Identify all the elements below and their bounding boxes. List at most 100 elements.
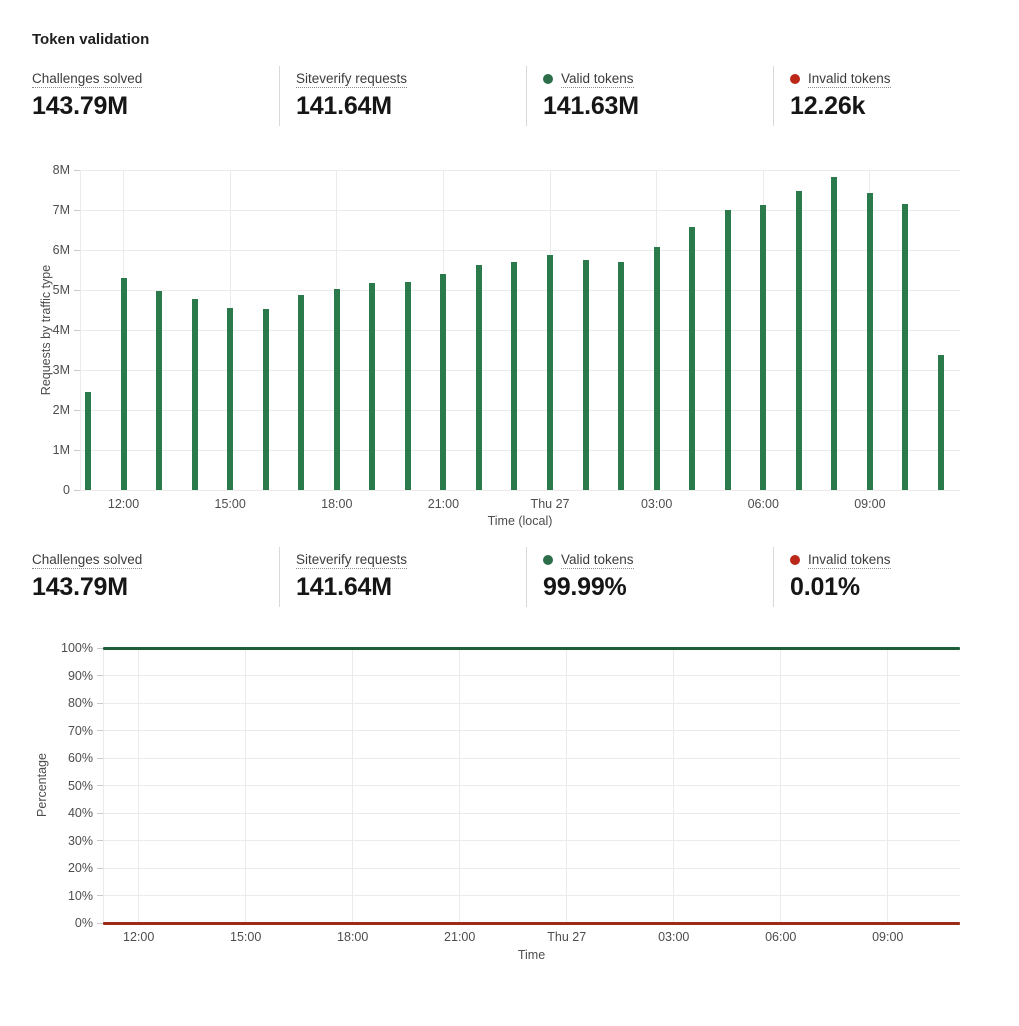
- stat-value: 143.79M: [32, 573, 128, 601]
- gridline-h: [103, 702, 960, 704]
- gridline-v: [459, 648, 461, 923]
- stat-label-text[interactable]: Challenges solved: [32, 71, 143, 88]
- stat-label-text[interactable]: Siteverify requests: [296, 552, 408, 569]
- gridline-v: [80, 170, 81, 490]
- valid-tokens-dot-icon: [543, 555, 553, 565]
- valid-tokens-bar[interactable]: [120, 278, 127, 490]
- valid-tokens-bar[interactable]: [369, 283, 376, 490]
- stat-label-text[interactable]: Invalid tokens: [808, 71, 891, 88]
- valid-tokens-bar[interactable]: [582, 260, 589, 490]
- y-tick-mark: [74, 489, 80, 491]
- valid-tokens-bar[interactable]: [333, 289, 340, 490]
- valid-tokens-bar[interactable]: [831, 177, 838, 490]
- invalid-tokens-line[interactable]: [103, 921, 960, 925]
- valid-tokens-line[interactable]: [103, 646, 960, 650]
- valid-tokens-bar[interactable]: [937, 354, 944, 490]
- stat-value: 141.63M: [543, 92, 639, 120]
- valid-tokens-bar[interactable]: [440, 274, 447, 490]
- y-tick-label: 10%: [67, 888, 93, 903]
- stat-label-text[interactable]: Siteverify requests: [296, 71, 408, 88]
- stat-value: 99.99%: [543, 573, 627, 601]
- valid-tokens-bar[interactable]: [902, 204, 909, 490]
- y-tick-label: 7M: [52, 203, 70, 217]
- stat-label-text[interactable]: Invalid tokens: [808, 552, 891, 569]
- x-tick-label: Thu 27: [547, 930, 587, 944]
- valid-tokens-bar[interactable]: [724, 210, 731, 490]
- y-tick-mark: [97, 730, 103, 731]
- stat-value: 12.26k: [790, 92, 866, 120]
- x-tick-label: 21:00: [427, 497, 460, 511]
- stat-label-text[interactable]: Valid tokens: [561, 552, 634, 569]
- y-tick-label: 0: [63, 483, 70, 497]
- y-tick-mark: [97, 785, 103, 786]
- valid-tokens-bar[interactable]: [760, 205, 767, 490]
- valid-tokens-bar[interactable]: [547, 254, 554, 490]
- valid-tokens-bar[interactable]: [795, 191, 802, 490]
- stat-siteverify-requests: Siteverify requests 141.64M: [279, 547, 526, 607]
- valid-tokens-bar[interactable]: [404, 282, 411, 490]
- y-tick-mark: [74, 369, 80, 371]
- y-tick-label: 0%: [74, 916, 93, 930]
- valid-tokens-dot-icon: [543, 74, 553, 84]
- gridline-h: [103, 757, 960, 759]
- stats-row-percentages: Challenges solved 143.79M Siteverify reque…: [32, 547, 1019, 607]
- valid-tokens-bar[interactable]: [866, 193, 873, 490]
- valid-tokens-bar[interactable]: [653, 246, 660, 490]
- y-tick-mark: [97, 702, 103, 704]
- y-tick-mark: [97, 647, 103, 649]
- stat-label-text[interactable]: Challenges solved: [32, 552, 143, 569]
- y-tick-mark: [74, 249, 80, 251]
- y-tick-mark: [97, 895, 103, 896]
- gridline-h: [103, 730, 960, 731]
- gridline-h: [80, 449, 960, 451]
- y-tick-label: 6M: [52, 243, 70, 257]
- y-tick-mark: [97, 922, 103, 924]
- x-tick-label: 03:00: [658, 930, 690, 944]
- stat-label: Challenges solved: [32, 551, 279, 569]
- valid-tokens-bar[interactable]: [85, 392, 91, 490]
- stat-valid-tokens: Valid tokens 99.99%: [526, 547, 773, 607]
- gridline-h: [80, 289, 960, 291]
- y-tick-mark: [97, 675, 103, 676]
- gridline-h: [103, 785, 960, 786]
- stats-row-counts: Challenges solved 143.79M Siteverify reque…: [32, 66, 1019, 126]
- valid-tokens-bar[interactable]: [511, 262, 518, 490]
- y-tick-label: 50%: [67, 778, 93, 793]
- y-tick-label: 90%: [67, 668, 93, 683]
- valid-tokens-bar[interactable]: [191, 298, 198, 490]
- gridline-h: [103, 812, 960, 814]
- stat-value: 141.64M: [296, 573, 392, 601]
- gridline-v: [780, 648, 782, 923]
- y-tick-label: 3M: [52, 363, 70, 377]
- gridline-h: [80, 369, 960, 371]
- valid-tokens-bar[interactable]: [618, 262, 625, 490]
- y-tick-label: 1M: [52, 443, 70, 457]
- stat-label-text[interactable]: Valid tokens: [561, 71, 634, 88]
- y-tick-mark: [74, 209, 80, 211]
- stat-label: Valid tokens: [543, 551, 773, 569]
- gridline-v: [103, 648, 104, 923]
- y-tick-label: 80%: [67, 696, 93, 710]
- valid-tokens-bar[interactable]: [298, 294, 305, 490]
- y-tick-label: 70%: [67, 723, 93, 738]
- valid-tokens-bar[interactable]: [475, 265, 482, 490]
- x-tick-label: 18:00: [321, 497, 353, 511]
- stat-invalid-tokens: Invalid tokens 0.01%: [773, 547, 1019, 607]
- stat-label: Valid tokens: [543, 70, 773, 88]
- stat-siteverify-requests: Siteverify requests 141.64M: [279, 66, 526, 126]
- stat-challenges-solved: Challenges solved 143.79M: [32, 547, 279, 607]
- x-tick-label: Thu 27: [530, 497, 570, 511]
- y-tick-label: 2M: [52, 403, 70, 417]
- y-tick-label: 20%: [67, 861, 93, 875]
- stat-label: Invalid tokens: [790, 551, 1019, 569]
- stat-value: 141.64M: [296, 92, 392, 120]
- y-tick-label: 60%: [67, 751, 93, 765]
- valid-tokens-bar[interactable]: [156, 290, 163, 490]
- valid-tokens-bar[interactable]: [227, 308, 234, 490]
- y-tick-mark: [74, 169, 80, 171]
- valid-tokens-bar[interactable]: [689, 226, 696, 490]
- valid-tokens-bar[interactable]: [262, 308, 269, 490]
- gridline-v: [887, 648, 889, 923]
- gridline-h: [80, 409, 960, 411]
- x-tick-label: 15:00: [214, 497, 246, 511]
